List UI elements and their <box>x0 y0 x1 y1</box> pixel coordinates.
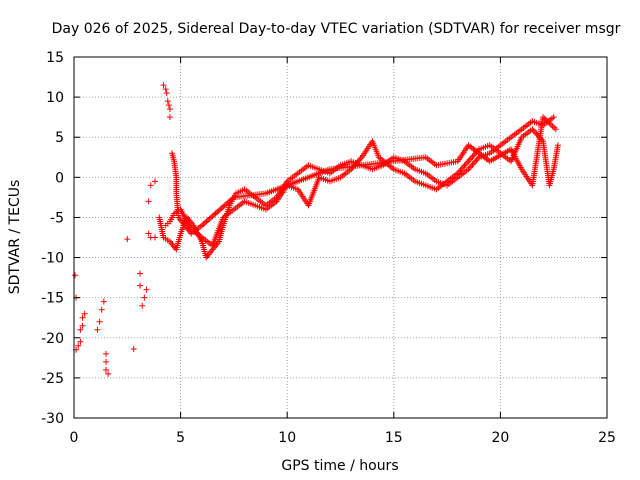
data-point <box>469 161 476 168</box>
data-point <box>165 102 172 109</box>
data-point <box>470 160 477 167</box>
data-point <box>217 206 224 213</box>
data-point <box>469 153 476 160</box>
x-tick-label: 10 <box>278 430 296 446</box>
data-point <box>77 338 84 345</box>
y-tick-label: -10 <box>41 251 64 267</box>
data-point <box>75 342 82 349</box>
data-point <box>205 217 212 224</box>
grid-lines <box>74 57 607 418</box>
data-point <box>100 298 107 305</box>
data-point <box>206 215 213 222</box>
data-point <box>72 272 79 279</box>
data-point <box>94 326 101 333</box>
data-point <box>552 126 559 133</box>
y-tick-label: -25 <box>41 371 64 387</box>
chart-title: Day 026 of 2025, Sidereal Day-to-day VTE… <box>52 21 621 37</box>
data-point <box>472 158 479 165</box>
data-point <box>203 218 210 225</box>
data-point <box>214 209 221 216</box>
y-tick-label: 0 <box>55 170 64 186</box>
x-tick-label: 5 <box>176 430 185 446</box>
data-point <box>79 314 86 321</box>
data-points <box>72 82 561 377</box>
data-point <box>124 236 131 243</box>
data-point <box>79 322 86 329</box>
y-tick-label: -30 <box>41 411 64 427</box>
data-point <box>208 214 215 221</box>
data-point <box>152 178 159 185</box>
y-tick-label: -20 <box>41 331 64 347</box>
data-point <box>143 286 150 293</box>
y-tick-label: 15 <box>46 50 64 66</box>
x-axis-label: GPS time / hours <box>281 458 398 474</box>
data-point <box>130 346 137 353</box>
y-tick-labels: -30 -25 -20 -15 -10 -5 0 5 10 15 <box>41 50 64 427</box>
plot-frame <box>73 56 608 419</box>
data-point <box>160 82 167 89</box>
x-tick-labels: 0 5 10 15 20 25 <box>70 430 616 446</box>
data-point <box>215 207 222 214</box>
data-point <box>473 157 480 164</box>
data-point <box>530 127 537 134</box>
axis-ticks <box>73 56 608 419</box>
data-point <box>98 306 105 313</box>
data-point <box>212 210 219 217</box>
data-point <box>166 114 173 121</box>
y-tick-label: 10 <box>46 90 64 106</box>
data-point <box>468 155 475 162</box>
data-point <box>465 158 472 165</box>
data-point <box>162 86 169 93</box>
data-point <box>470 152 477 159</box>
data-point <box>145 198 152 205</box>
data-point <box>551 124 558 131</box>
data-point <box>77 326 84 333</box>
data-point <box>223 201 230 208</box>
x-tick-label: 15 <box>385 430 403 446</box>
data-point <box>81 310 88 317</box>
data-point <box>102 366 109 373</box>
data-point <box>550 114 557 121</box>
x-tick-label: 0 <box>70 430 79 446</box>
data-point <box>549 123 556 130</box>
data-point <box>554 142 561 149</box>
data-point <box>468 163 475 170</box>
data-point <box>201 219 208 226</box>
data-point <box>466 156 473 163</box>
x-tick-label: 20 <box>491 430 509 446</box>
data-point <box>462 161 469 168</box>
y-tick-label: 5 <box>55 130 64 146</box>
y-axis-label: SDTVAR / TECUs <box>7 180 23 295</box>
data-point <box>464 159 471 166</box>
data-point <box>211 211 218 218</box>
data-point <box>141 294 148 301</box>
data-point <box>220 203 227 210</box>
data-point <box>102 350 109 357</box>
x-tick-label: 25 <box>598 430 616 446</box>
data-point <box>466 164 473 171</box>
y-tick-label: -15 <box>41 291 64 307</box>
data-point <box>137 282 144 289</box>
data-point <box>137 270 144 277</box>
data-point <box>147 182 154 189</box>
data-point <box>145 230 152 237</box>
data-point <box>200 221 207 228</box>
data-point <box>139 302 146 309</box>
data-point <box>209 213 216 220</box>
y-tick-label: -5 <box>50 210 64 226</box>
data-point <box>96 318 103 325</box>
data-point <box>356 157 363 164</box>
data-point <box>163 90 170 97</box>
data-point <box>164 98 171 105</box>
data-point <box>102 358 109 365</box>
data-point <box>105 370 112 377</box>
data-point <box>218 205 225 212</box>
data-point <box>166 106 173 113</box>
data-point <box>152 234 159 241</box>
